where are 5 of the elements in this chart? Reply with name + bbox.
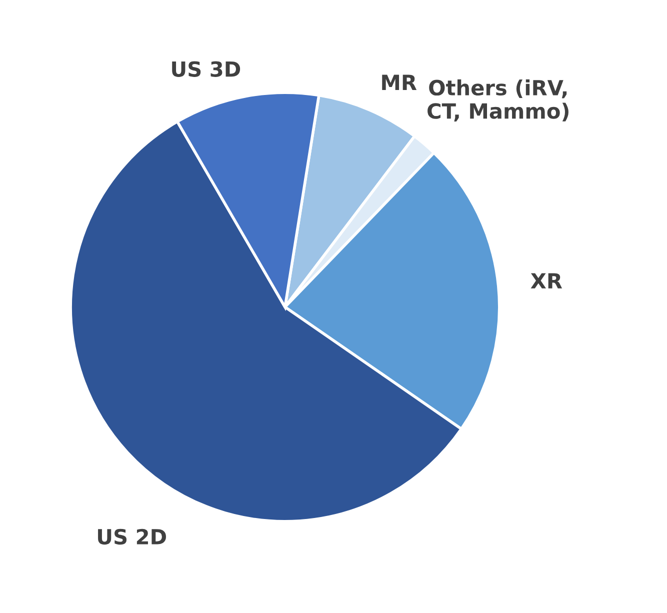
slice-label: MR	[382, 74, 417, 90]
slice-label: US 2D	[98, 528, 166, 545]
slice-label: XR	[530, 273, 562, 288]
slice-label: Others (iRV, CT, Mammo)	[428, 79, 568, 122]
slice-label: US 3D	[172, 61, 240, 77]
